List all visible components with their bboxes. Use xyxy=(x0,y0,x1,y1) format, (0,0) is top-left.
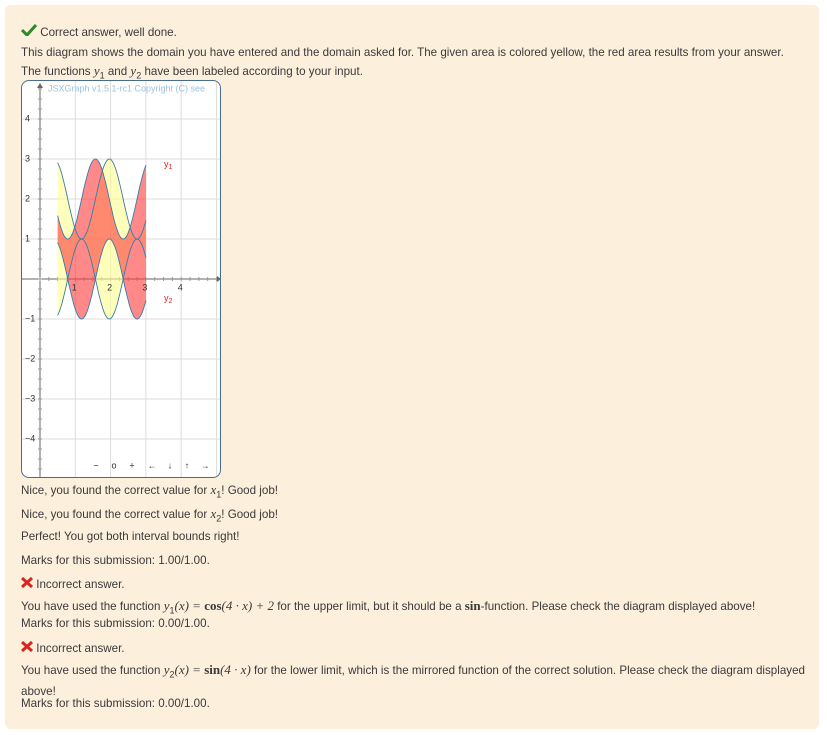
x-tick-label: 4 xyxy=(178,282,183,292)
text: You have used the function xyxy=(21,600,164,613)
y-arrow xyxy=(37,83,43,88)
text: for the lower limit, which is the mirror… xyxy=(21,664,805,699)
math: x xyxy=(210,506,217,521)
math: x xyxy=(210,482,217,497)
math: (4 · x) xyxy=(220,662,251,677)
y-tick-label: 2 xyxy=(25,193,30,203)
text: You have used the function y2(x) = sin(4… xyxy=(21,661,811,701)
y-tick-label: −4 xyxy=(25,433,35,443)
marks: Marks for this submission: 0.00/1.00. xyxy=(21,617,210,630)
text: ! Good job! xyxy=(221,484,278,497)
math: y xyxy=(163,662,170,677)
x-tick-label: 1 xyxy=(72,282,77,292)
marks: Marks for this submission: 1.00/1.00. xyxy=(21,554,210,567)
cross-icon xyxy=(20,576,34,589)
curve-label: y2 xyxy=(164,293,173,304)
math: cos xyxy=(204,598,222,613)
math: y xyxy=(163,598,170,613)
y-tick-label: 1 xyxy=(25,233,30,243)
status-text: Incorrect answer. xyxy=(36,642,125,655)
math: y xyxy=(164,293,169,303)
math-sub: 2 xyxy=(216,513,222,524)
x-arrow xyxy=(217,276,220,282)
text: Nice, you found the correct value for x1… xyxy=(21,482,278,499)
curve xyxy=(57,238,147,320)
math-sub: 1 xyxy=(99,70,105,81)
text: have been labeled according to your inpu… xyxy=(141,65,363,78)
text: You have used the function xyxy=(21,664,164,677)
text: Nice, you found the correct value for xyxy=(21,484,211,497)
check-icon xyxy=(20,23,38,38)
text: You have used the function y1(x) = cos(4… xyxy=(21,598,755,615)
y-tick-label: −1 xyxy=(25,313,35,323)
math: (4 · x) + 2 xyxy=(221,598,274,613)
copyright: JSXGraph v1.5.1-rc1 Copyright (C) see xyxy=(48,83,205,93)
text: The functions xyxy=(21,65,94,78)
nav-button[interactable]: → xyxy=(201,460,210,470)
math-sub: 2 xyxy=(169,669,175,680)
math: y xyxy=(93,63,100,78)
status-incorrect: Incorrect answer. xyxy=(20,640,125,655)
status-text: Incorrect answer. xyxy=(36,578,125,591)
math: y xyxy=(130,63,137,78)
text: Perfect! You got both interval bounds ri… xyxy=(21,530,240,543)
x-tick-label: 3 xyxy=(142,282,147,292)
curve xyxy=(57,158,147,240)
text: Nice, you found the correct value for xyxy=(21,508,211,521)
math: (x) = xyxy=(174,598,205,613)
curve xyxy=(57,158,147,240)
text: Nice, you found the correct value for x2… xyxy=(21,506,278,523)
y-tick-label: −2 xyxy=(25,353,35,363)
y-tick-label: 4 xyxy=(25,113,30,123)
curve-label: y1 xyxy=(164,159,173,170)
text: -function. Please check the diagram disp… xyxy=(480,600,756,613)
math-sub: 1 xyxy=(216,489,222,500)
y-tick-label: −3 xyxy=(25,393,35,403)
y-tick-label: 3 xyxy=(25,153,30,163)
status-incorrect: Incorrect answer. xyxy=(20,576,125,591)
text: and xyxy=(104,65,131,78)
nav-button[interactable]: ↑ xyxy=(185,460,190,470)
nav-button[interactable]: + xyxy=(129,460,134,470)
nav-button[interactable]: ↓ xyxy=(168,460,173,470)
region xyxy=(57,159,146,319)
graph-board[interactable]: JSXGraph v1.5.1-rc1 Copyright (C) see 1 2 3… xyxy=(21,80,221,478)
marks: Marks for this submission: 0.00/1.00. xyxy=(21,697,210,710)
feedback-box: Correct answer, well done. This diagram … xyxy=(5,5,819,729)
text: ! Good job! xyxy=(221,508,278,521)
nav-button[interactable]: ← xyxy=(148,460,157,470)
curve xyxy=(57,238,147,320)
math-sub: 2 xyxy=(169,298,173,305)
text: This diagram shows the domain you have e… xyxy=(21,46,784,59)
nav-button[interactable]: − xyxy=(93,460,98,470)
x-tick-label: 2 xyxy=(107,282,112,292)
math: sin xyxy=(464,598,481,613)
text: for the upper limit, but it should be a xyxy=(273,600,465,613)
math-sub: 2 xyxy=(136,70,142,81)
math-sub: 1 xyxy=(169,164,173,171)
math: sin xyxy=(204,662,221,677)
math: y xyxy=(164,159,169,169)
status-correct: Correct answer, well done. xyxy=(20,23,177,39)
math: (x) = xyxy=(174,662,205,677)
status-text: Correct answer, well done. xyxy=(40,26,177,39)
math-sub: 1 xyxy=(169,605,175,616)
nav-button[interactable]: o xyxy=(111,460,116,470)
cross-icon xyxy=(20,640,34,653)
text: The functions y1 and y2 have been labele… xyxy=(21,63,363,80)
